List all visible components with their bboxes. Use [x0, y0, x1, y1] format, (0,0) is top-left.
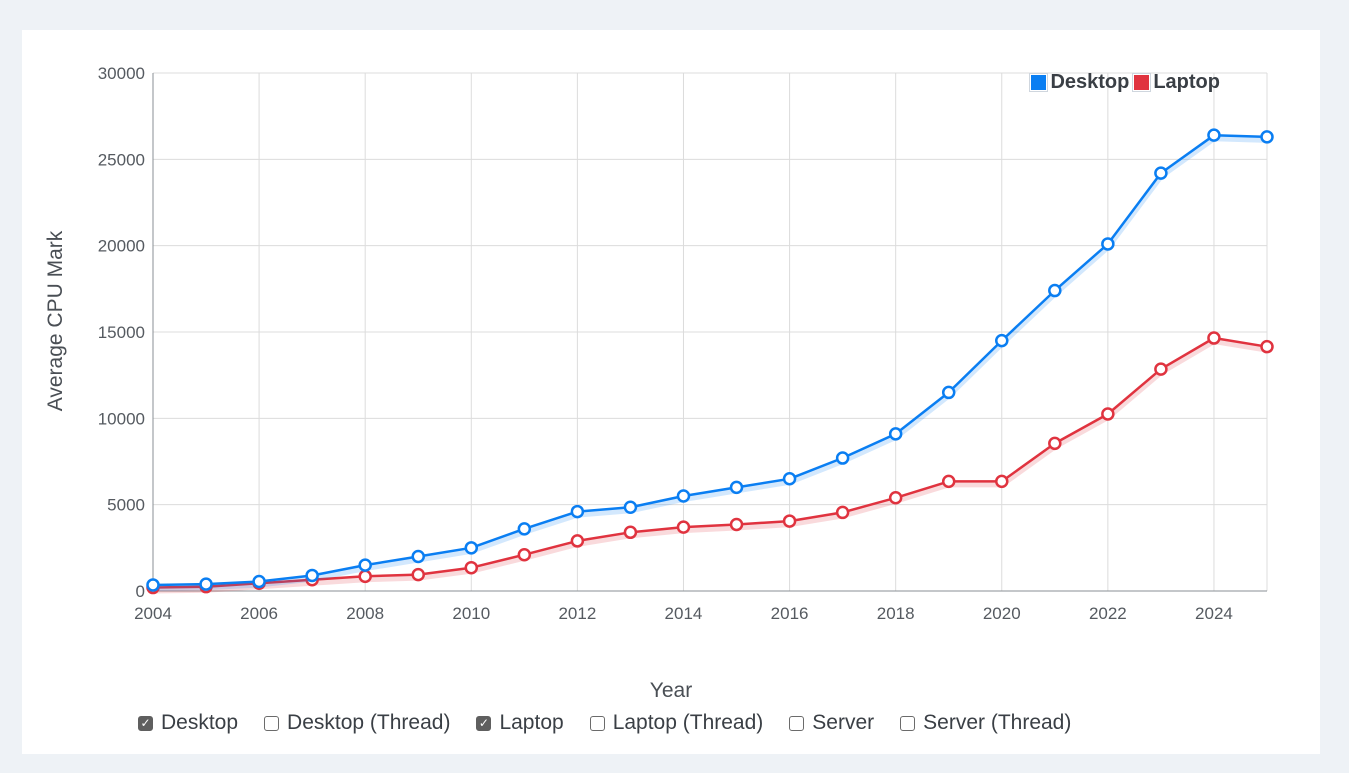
- data-point-desktop[interactable]: [941, 385, 956, 400]
- series-line-desktop: [152, 133, 1268, 587]
- x-tick-label: 2010: [452, 604, 490, 623]
- data-point-desktop[interactable]: [1260, 130, 1274, 144]
- data-point-desktop[interactable]: [676, 489, 691, 503]
- series-shadow-desktop: [152, 135, 1268, 591]
- data-point-desktop[interactable]: [146, 578, 160, 592]
- data-point-desktop[interactable]: [199, 577, 213, 591]
- data-point-desktop[interactable]: [1207, 128, 1221, 142]
- data-point-laptop[interactable]: [1260, 339, 1274, 354]
- data-point-laptop[interactable]: [1101, 407, 1115, 421]
- data-point-desktop[interactable]: [358, 558, 372, 572]
- checkbox-server[interactable]: [789, 715, 805, 731]
- x-tick-label: 2014: [665, 604, 703, 623]
- data-point-laptop[interactable]: [1154, 362, 1168, 376]
- data-point-desktop[interactable]: [305, 568, 319, 583]
- data-point-laptop[interactable]: [782, 514, 797, 528]
- data-point-laptop[interactable]: [570, 534, 585, 548]
- toggle-server[interactable]: Server: [789, 711, 874, 735]
- data-point-desktop[interactable]: [623, 500, 638, 515]
- checkbox-desktop[interactable]: ✓: [138, 715, 153, 731]
- data-point-desktop[interactable]: [517, 522, 532, 536]
- data-point-laptop[interactable]: [941, 474, 956, 489]
- x-axis-label: Year: [650, 679, 692, 702]
- data-point-desktop[interactable]: [888, 427, 903, 441]
- y-tick-label: 5000: [107, 496, 145, 515]
- data-point-desktop[interactable]: [1154, 166, 1168, 180]
- toggle-desktop-label: Desktop: [161, 711, 239, 734]
- x-tick-label: 2012: [558, 604, 596, 623]
- toggle-server-label: Server: [812, 711, 875, 734]
- y-tick-label: 10000: [98, 409, 145, 428]
- series-layer: [146, 128, 1274, 595]
- data-point-laptop[interactable]: [358, 569, 372, 584]
- x-tick-label: 2008: [346, 604, 384, 623]
- data-point-desktop[interactable]: [1101, 237, 1115, 251]
- legend-swatch-laptop: [1133, 74, 1151, 91]
- data-point-laptop[interactable]: [729, 517, 744, 532]
- checkbox-server-thread[interactable]: [900, 715, 916, 731]
- data-point-laptop[interactable]: [517, 547, 532, 562]
- y-tick-label: 30000: [98, 64, 145, 83]
- data-point-desktop[interactable]: [464, 541, 479, 555]
- axes: 0 5000 10000 15000 20000 25000 30000 2004 2006 20…: [98, 64, 1267, 623]
- data-point-desktop[interactable]: [252, 574, 266, 589]
- toggle-desktop-thread-label: Desktop (Thread): [287, 711, 451, 734]
- y-tick-label: 15000: [98, 323, 145, 342]
- data-point-laptop[interactable]: [835, 505, 850, 520]
- checkbox-desktop-thread[interactable]: [264, 715, 280, 731]
- series-shadow-laptop: [152, 337, 1268, 594]
- data-point-laptop[interactable]: [464, 560, 479, 575]
- toggle-laptop[interactable]: ✓ Laptop: [476, 711, 564, 735]
- x-tick-label: 2020: [983, 604, 1021, 623]
- x-tick-label: 2022: [1089, 604, 1127, 623]
- data-point-laptop[interactable]: [995, 474, 1009, 489]
- y-tick-label: 0: [136, 582, 145, 601]
- data-point-desktop[interactable]: [570, 504, 585, 519]
- data-point-laptop[interactable]: [888, 491, 903, 505]
- toggle-desktop-thread[interactable]: Desktop (Thread): [264, 711, 450, 735]
- y-axis-label: Average CPU Mark: [44, 230, 67, 411]
- toggle-laptop-thread-label: Laptop (Thread): [612, 711, 764, 734]
- data-point-laptop[interactable]: [623, 525, 638, 540]
- x-tick-label: 2006: [240, 604, 278, 623]
- series-line-laptop: [152, 336, 1268, 589]
- legend-label-desktop: Desktop: [1050, 71, 1130, 93]
- data-point-laptop[interactable]: [411, 567, 425, 582]
- toggle-desktop[interactable]: ✓ Desktop: [138, 711, 238, 735]
- series-toggle-bar: ✓ Desktop Desktop (Thread) ✓ Laptop Lapt…: [138, 711, 1097, 735]
- data-point-laptop[interactable]: [1207, 331, 1221, 345]
- x-tick-label: 2018: [877, 604, 915, 623]
- x-tick-label: 2016: [771, 604, 809, 623]
- data-point-laptop[interactable]: [676, 520, 691, 534]
- x-tick-label: 2024: [1195, 604, 1233, 623]
- y-tick-label: 25000: [98, 150, 145, 169]
- data-point-desktop[interactable]: [782, 472, 797, 486]
- data-point-desktop[interactable]: [411, 549, 425, 564]
- toggle-server-thread[interactable]: Server (Thread): [900, 711, 1071, 735]
- legend-swatch-desktop: [1030, 74, 1048, 91]
- chart-panel: 0 5000 10000 15000 20000 25000 30000 2004 2006 20…: [22, 30, 1320, 754]
- data-point-laptop[interactable]: [1048, 436, 1062, 451]
- y-tick-label: 20000: [98, 237, 145, 256]
- grid: [152, 72, 1268, 592]
- checkbox-laptop[interactable]: ✓: [476, 715, 492, 731]
- chart-legend: Desktop Laptop: [1030, 71, 1220, 94]
- x-tick-label: 2004: [134, 604, 172, 623]
- checkbox-laptop-thread[interactable]: [589, 715, 605, 731]
- legend-item-desktop[interactable]: Desktop: [1030, 71, 1129, 94]
- legend-item-laptop[interactable]: Laptop: [1133, 71, 1220, 94]
- data-point-desktop[interactable]: [995, 333, 1009, 348]
- data-point-desktop[interactable]: [835, 451, 850, 465]
- toggle-laptop-thread[interactable]: Laptop (Thread): [589, 711, 764, 735]
- toggle-server-thread-label: Server (Thread): [923, 711, 1072, 734]
- data-point-desktop[interactable]: [729, 480, 744, 495]
- toggle-laptop-label: Laptop: [499, 711, 564, 734]
- line-chart: 0 5000 10000 15000 20000 25000 30000 2004 2006 20…: [44, 64, 1274, 702]
- legend-label-laptop: Laptop: [1153, 71, 1220, 93]
- data-point-desktop[interactable]: [1048, 283, 1062, 298]
